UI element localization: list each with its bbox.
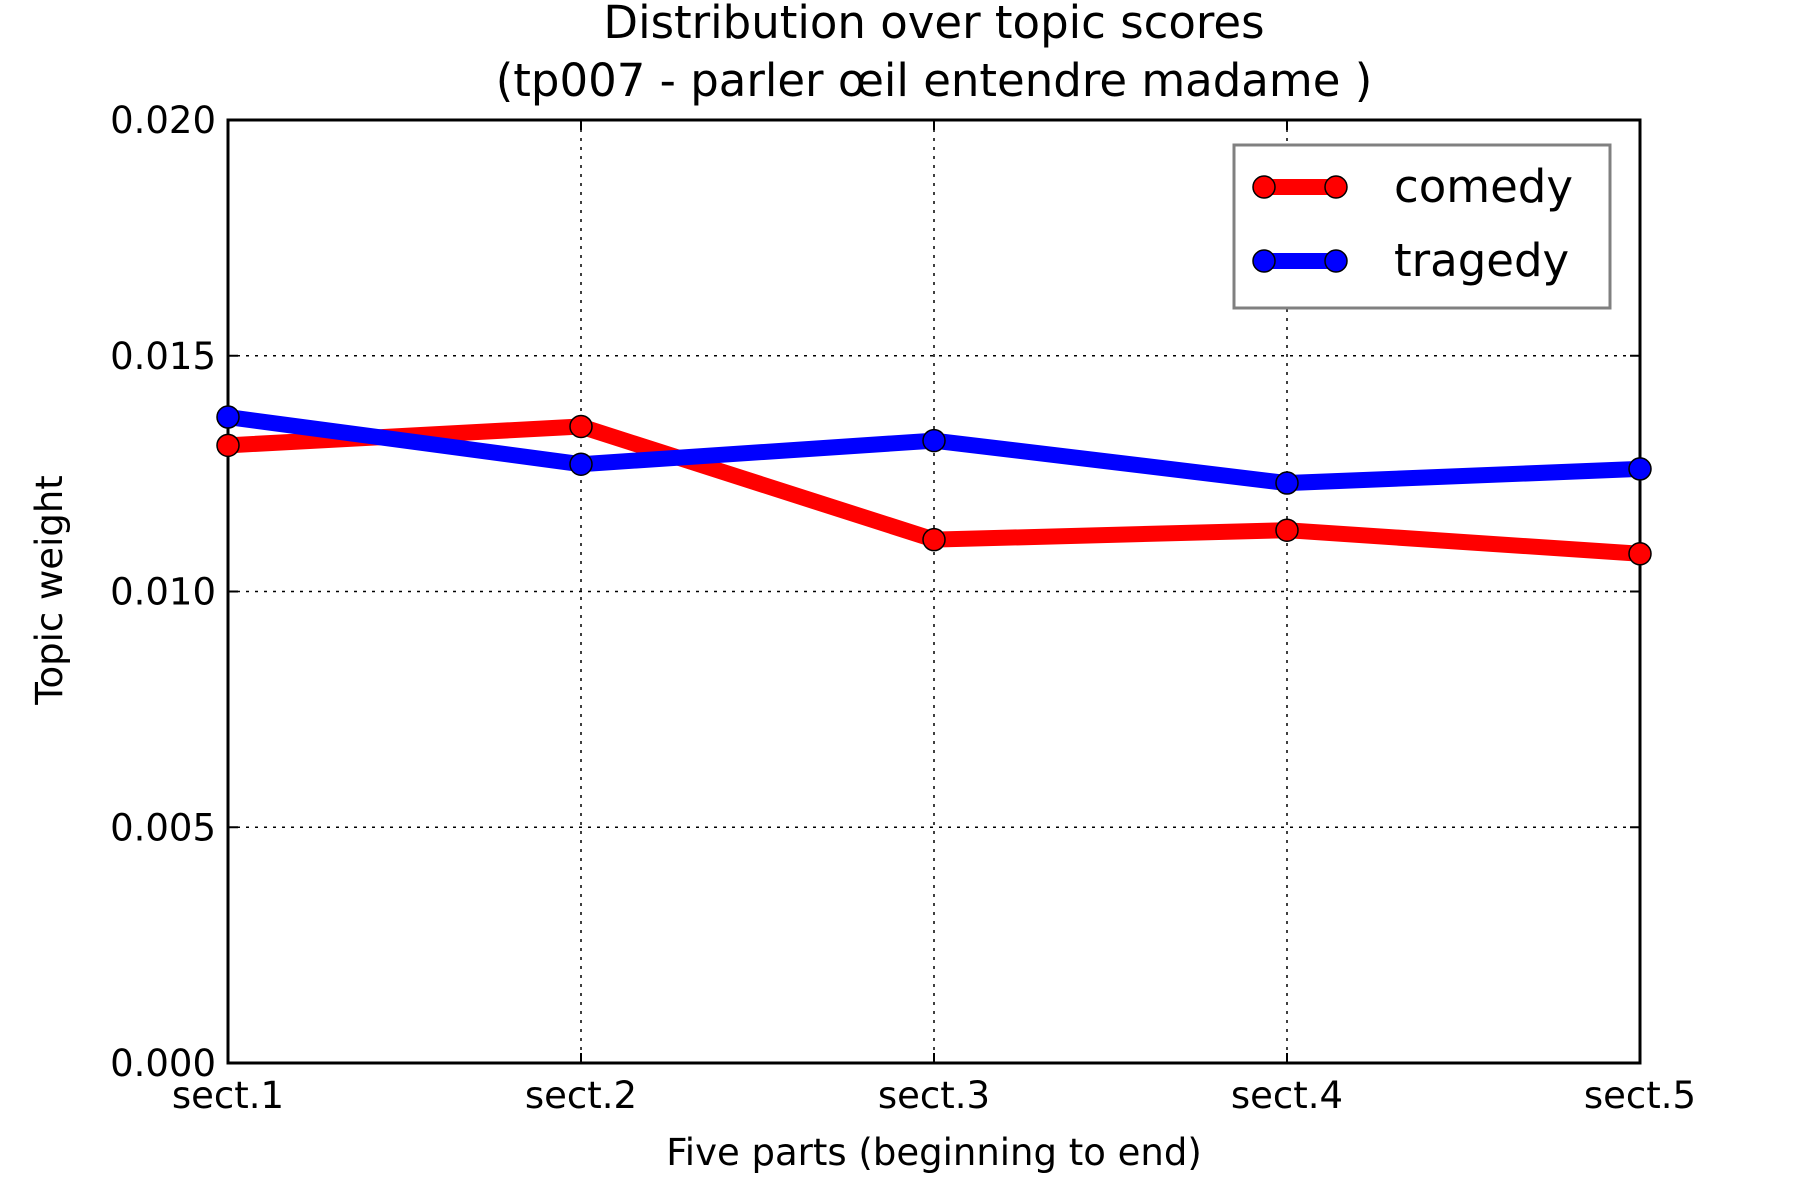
data-point-tragedy [216, 405, 240, 429]
y-tick-label: 0.020 [110, 99, 216, 142]
chart-subtitle: (tp007 - parler œil entendre madame ) [496, 54, 1373, 107]
y-axis-label: Topic weight [28, 475, 71, 706]
y-tick-label: 0.005 [110, 806, 216, 849]
legend-marker-tragedy [1324, 249, 1348, 273]
data-point-tragedy [569, 452, 593, 476]
data-point-tragedy [1275, 471, 1299, 495]
x-tick-label: sect.1 [172, 1074, 284, 1117]
y-tick-label: 0.015 [110, 335, 216, 378]
legend-label-tragedy: tragedy [1394, 234, 1569, 287]
legend-box [1232, 143, 1612, 310]
legend-label-comedy: comedy [1394, 160, 1573, 213]
chart-title: Distribution over topic scores [603, 0, 1264, 49]
data-point-comedy [1275, 518, 1299, 542]
data-point-tragedy [1628, 457, 1652, 481]
plot-frame [226, 118, 1642, 1065]
data-point-comedy [216, 433, 240, 458]
data-point-tragedy [922, 428, 946, 453]
y-tick-label: 0.000 [110, 1042, 216, 1085]
grid [228, 120, 1640, 1063]
x-tick-label: sect.3 [878, 1074, 990, 1117]
axes [226, 118, 1642, 1065]
series-lines [216, 405, 1652, 566]
x-axis-label: Five parts (beginning to end) [666, 1131, 1202, 1174]
legend-marker-comedy [1324, 175, 1348, 199]
legend-marker-tragedy [1252, 249, 1276, 273]
x-tick-label: sect.2 [525, 1074, 637, 1117]
data-point-comedy [1628, 542, 1652, 566]
legend: comedy tragedy [1232, 143, 1612, 310]
legend-marker-comedy [1252, 175, 1276, 199]
data-point-comedy [922, 527, 946, 552]
data-point-comedy [569, 414, 593, 439]
x-tick-label: sect.5 [1584, 1074, 1696, 1117]
y-tick-label: 0.010 [110, 571, 216, 614]
x-tick-label: sect.4 [1231, 1074, 1343, 1117]
tick-labels: 0.000 0.005 0.010 0.015 0.020 sect.1 sect.2 sec… [110, 99, 1696, 1117]
